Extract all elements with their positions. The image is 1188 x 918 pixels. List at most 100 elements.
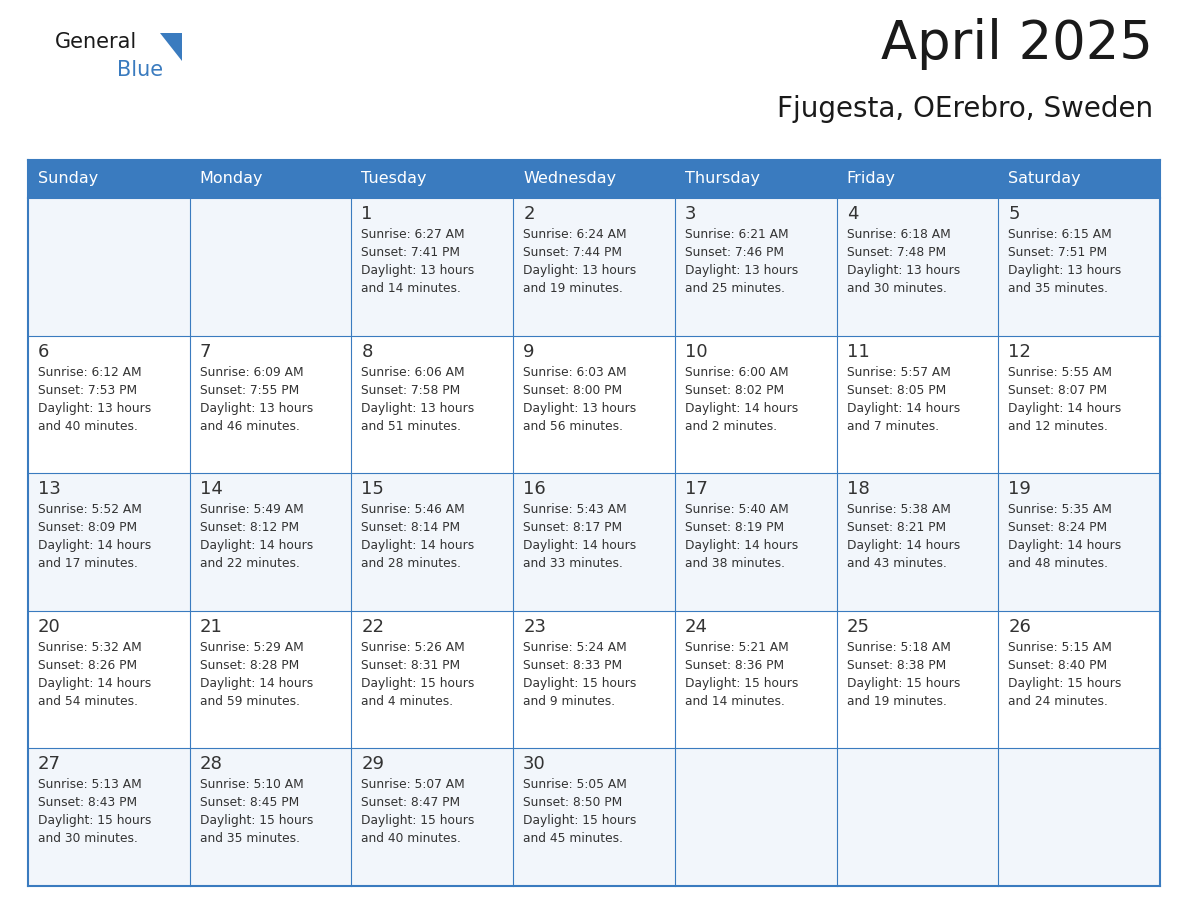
- Text: Sunrise: 5:57 AM
Sunset: 8:05 PM
Daylight: 14 hours
and 7 minutes.: Sunrise: 5:57 AM Sunset: 8:05 PM Dayligh…: [847, 365, 960, 432]
- Text: 8: 8: [361, 342, 373, 361]
- Bar: [998, 160, 1159, 198]
- Text: 29: 29: [361, 756, 385, 773]
- Bar: [29, 336, 190, 473]
- Text: Sunrise: 6:00 AM
Sunset: 8:02 PM
Daylight: 14 hours
and 2 minutes.: Sunrise: 6:00 AM Sunset: 8:02 PM Dayligh…: [684, 365, 798, 432]
- Text: Sunrise: 5:15 AM
Sunset: 8:40 PM
Daylight: 15 hours
and 24 minutes.: Sunrise: 5:15 AM Sunset: 8:40 PM Dayligh…: [1009, 641, 1121, 708]
- Text: Sunrise: 5:46 AM
Sunset: 8:14 PM
Daylight: 14 hours
and 28 minutes.: Sunrise: 5:46 AM Sunset: 8:14 PM Dayligh…: [361, 503, 475, 570]
- Text: Sunrise: 6:09 AM
Sunset: 7:55 PM
Daylight: 13 hours
and 46 minutes.: Sunrise: 6:09 AM Sunset: 7:55 PM Dayligh…: [200, 365, 312, 432]
- Text: Wednesday: Wednesday: [523, 172, 617, 186]
- Text: Fjugesta, OErebro, Sweden: Fjugesta, OErebro, Sweden: [777, 95, 1154, 123]
- Text: 6: 6: [38, 342, 50, 361]
- Text: Sunrise: 5:26 AM
Sunset: 8:31 PM
Daylight: 15 hours
and 4 minutes.: Sunrise: 5:26 AM Sunset: 8:31 PM Dayligh…: [361, 641, 475, 708]
- Bar: [352, 610, 513, 748]
- Text: Sunrise: 5:32 AM
Sunset: 8:26 PM
Daylight: 14 hours
and 54 minutes.: Sunrise: 5:32 AM Sunset: 8:26 PM Dayligh…: [38, 641, 151, 708]
- Bar: [998, 748, 1159, 886]
- Bar: [998, 473, 1159, 610]
- Text: Sunrise: 6:21 AM
Sunset: 7:46 PM
Daylight: 13 hours
and 25 minutes.: Sunrise: 6:21 AM Sunset: 7:46 PM Dayligh…: [684, 228, 798, 295]
- Bar: [998, 336, 1159, 473]
- Text: 27: 27: [38, 756, 61, 773]
- Text: Sunrise: 5:05 AM
Sunset: 8:50 PM
Daylight: 15 hours
and 45 minutes.: Sunrise: 5:05 AM Sunset: 8:50 PM Dayligh…: [523, 778, 637, 845]
- Text: Sunrise: 5:10 AM
Sunset: 8:45 PM
Daylight: 15 hours
and 35 minutes.: Sunrise: 5:10 AM Sunset: 8:45 PM Dayligh…: [200, 778, 314, 845]
- Bar: [190, 748, 352, 886]
- Text: General: General: [55, 32, 138, 52]
- Bar: [513, 610, 675, 748]
- Bar: [352, 748, 513, 886]
- Text: 30: 30: [523, 756, 546, 773]
- Text: 21: 21: [200, 618, 222, 636]
- Bar: [675, 198, 836, 336]
- Bar: [675, 160, 836, 198]
- Text: 17: 17: [684, 480, 708, 498]
- Text: 20: 20: [38, 618, 61, 636]
- Bar: [836, 198, 998, 336]
- Text: Sunrise: 5:52 AM
Sunset: 8:09 PM
Daylight: 14 hours
and 17 minutes.: Sunrise: 5:52 AM Sunset: 8:09 PM Dayligh…: [38, 503, 151, 570]
- Text: Sunrise: 5:49 AM
Sunset: 8:12 PM
Daylight: 14 hours
and 22 minutes.: Sunrise: 5:49 AM Sunset: 8:12 PM Dayligh…: [200, 503, 312, 570]
- Text: Sunrise: 5:40 AM
Sunset: 8:19 PM
Daylight: 14 hours
and 38 minutes.: Sunrise: 5:40 AM Sunset: 8:19 PM Dayligh…: [684, 503, 798, 570]
- Text: Sunrise: 6:27 AM
Sunset: 7:41 PM
Daylight: 13 hours
and 14 minutes.: Sunrise: 6:27 AM Sunset: 7:41 PM Dayligh…: [361, 228, 475, 295]
- Text: Sunrise: 5:24 AM
Sunset: 8:33 PM
Daylight: 15 hours
and 9 minutes.: Sunrise: 5:24 AM Sunset: 8:33 PM Dayligh…: [523, 641, 637, 708]
- Polygon shape: [160, 33, 182, 61]
- Bar: [352, 160, 513, 198]
- Bar: [675, 473, 836, 610]
- Bar: [675, 748, 836, 886]
- Text: Tuesday: Tuesday: [361, 172, 426, 186]
- Text: 1: 1: [361, 205, 373, 223]
- Text: 22: 22: [361, 618, 385, 636]
- Text: Sunrise: 6:03 AM
Sunset: 8:00 PM
Daylight: 13 hours
and 56 minutes.: Sunrise: 6:03 AM Sunset: 8:00 PM Dayligh…: [523, 365, 637, 432]
- Text: Monday: Monday: [200, 172, 264, 186]
- Text: 13: 13: [38, 480, 61, 498]
- Text: Sunday: Sunday: [38, 172, 99, 186]
- Text: Friday: Friday: [847, 172, 896, 186]
- Text: 25: 25: [847, 618, 870, 636]
- Text: 14: 14: [200, 480, 222, 498]
- Bar: [513, 160, 675, 198]
- Text: April 2025: April 2025: [881, 18, 1154, 70]
- Bar: [836, 160, 998, 198]
- Text: 26: 26: [1009, 618, 1031, 636]
- Text: 18: 18: [847, 480, 870, 498]
- Text: 15: 15: [361, 480, 384, 498]
- Bar: [29, 473, 190, 610]
- Text: Sunrise: 5:35 AM
Sunset: 8:24 PM
Daylight: 14 hours
and 48 minutes.: Sunrise: 5:35 AM Sunset: 8:24 PM Dayligh…: [1009, 503, 1121, 570]
- Bar: [836, 336, 998, 473]
- Bar: [513, 198, 675, 336]
- Bar: [513, 748, 675, 886]
- Text: 16: 16: [523, 480, 546, 498]
- Bar: [352, 198, 513, 336]
- Text: 24: 24: [684, 618, 708, 636]
- Text: Sunrise: 5:43 AM
Sunset: 8:17 PM
Daylight: 14 hours
and 33 minutes.: Sunrise: 5:43 AM Sunset: 8:17 PM Dayligh…: [523, 503, 637, 570]
- Bar: [352, 473, 513, 610]
- Text: 12: 12: [1009, 342, 1031, 361]
- Text: Sunrise: 5:29 AM
Sunset: 8:28 PM
Daylight: 14 hours
and 59 minutes.: Sunrise: 5:29 AM Sunset: 8:28 PM Dayligh…: [200, 641, 312, 708]
- Bar: [190, 610, 352, 748]
- Text: Sunrise: 5:21 AM
Sunset: 8:36 PM
Daylight: 15 hours
and 14 minutes.: Sunrise: 5:21 AM Sunset: 8:36 PM Dayligh…: [684, 641, 798, 708]
- Bar: [513, 336, 675, 473]
- Bar: [998, 198, 1159, 336]
- Bar: [29, 160, 190, 198]
- Text: 28: 28: [200, 756, 222, 773]
- Bar: [29, 748, 190, 886]
- Text: Sunrise: 5:18 AM
Sunset: 8:38 PM
Daylight: 15 hours
and 19 minutes.: Sunrise: 5:18 AM Sunset: 8:38 PM Dayligh…: [847, 641, 960, 708]
- Text: Sunrise: 6:18 AM
Sunset: 7:48 PM
Daylight: 13 hours
and 30 minutes.: Sunrise: 6:18 AM Sunset: 7:48 PM Dayligh…: [847, 228, 960, 295]
- Bar: [190, 336, 352, 473]
- Bar: [190, 160, 352, 198]
- Text: 4: 4: [847, 205, 858, 223]
- Bar: [675, 610, 836, 748]
- Bar: [29, 610, 190, 748]
- Text: Sunrise: 6:24 AM
Sunset: 7:44 PM
Daylight: 13 hours
and 19 minutes.: Sunrise: 6:24 AM Sunset: 7:44 PM Dayligh…: [523, 228, 637, 295]
- Text: 19: 19: [1009, 480, 1031, 498]
- Bar: [513, 473, 675, 610]
- Text: Sunrise: 6:12 AM
Sunset: 7:53 PM
Daylight: 13 hours
and 40 minutes.: Sunrise: 6:12 AM Sunset: 7:53 PM Dayligh…: [38, 365, 151, 432]
- Text: Saturday: Saturday: [1009, 172, 1081, 186]
- Text: Sunrise: 6:06 AM
Sunset: 7:58 PM
Daylight: 13 hours
and 51 minutes.: Sunrise: 6:06 AM Sunset: 7:58 PM Dayligh…: [361, 365, 475, 432]
- Text: 11: 11: [847, 342, 870, 361]
- Text: Blue: Blue: [116, 60, 163, 80]
- Text: Sunrise: 5:13 AM
Sunset: 8:43 PM
Daylight: 15 hours
and 30 minutes.: Sunrise: 5:13 AM Sunset: 8:43 PM Dayligh…: [38, 778, 151, 845]
- Bar: [190, 198, 352, 336]
- Text: 3: 3: [684, 205, 696, 223]
- Text: 10: 10: [684, 342, 708, 361]
- Bar: [352, 336, 513, 473]
- Bar: [998, 610, 1159, 748]
- Bar: [836, 748, 998, 886]
- Text: Sunrise: 5:55 AM
Sunset: 8:07 PM
Daylight: 14 hours
and 12 minutes.: Sunrise: 5:55 AM Sunset: 8:07 PM Dayligh…: [1009, 365, 1121, 432]
